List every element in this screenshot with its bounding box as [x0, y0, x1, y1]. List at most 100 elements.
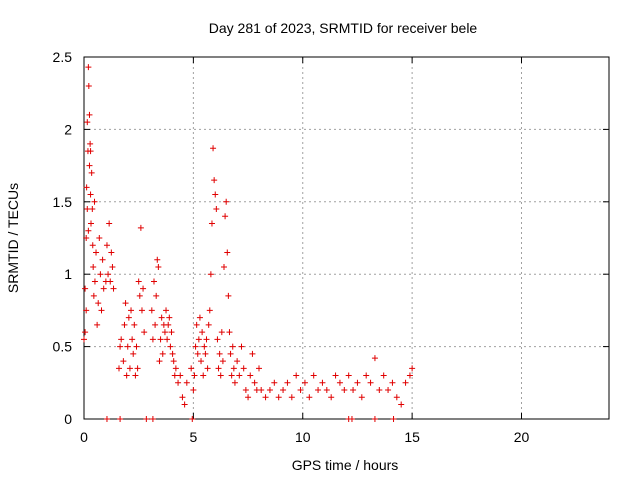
data-point	[165, 321, 172, 328]
x-tick-label: 5	[189, 429, 197, 445]
data-point	[195, 336, 202, 343]
data-point	[124, 343, 131, 350]
data-point	[223, 198, 230, 205]
data-point	[214, 336, 221, 343]
y-axis-ticks: 0 0.5 1 1.5 2 2.5	[53, 49, 609, 427]
data-point	[210, 145, 217, 152]
data-point	[108, 249, 115, 256]
data-point	[105, 271, 112, 278]
data-point	[336, 379, 343, 386]
data-point	[136, 292, 143, 299]
data-point	[234, 358, 241, 365]
data-point	[247, 372, 254, 379]
data-point	[170, 358, 177, 365]
data-point	[284, 379, 291, 386]
data-point	[87, 191, 94, 198]
data-point	[85, 64, 92, 71]
data-point	[236, 372, 243, 379]
data-point	[194, 350, 201, 357]
data-point	[189, 416, 196, 422]
data-point	[367, 379, 374, 386]
data-point	[133, 343, 140, 350]
data-point	[159, 350, 166, 357]
data-point	[107, 278, 114, 285]
data-point	[171, 372, 178, 379]
data-point	[216, 350, 223, 357]
data-point	[175, 379, 182, 386]
data-point	[130, 350, 137, 357]
data-point	[205, 321, 212, 328]
data-point	[96, 235, 103, 241]
data-point	[132, 372, 139, 379]
x-tick-label: 10	[295, 429, 311, 445]
data-point	[123, 372, 130, 379]
data-point	[135, 278, 142, 285]
data-point	[93, 249, 100, 256]
x-tick-label: 0	[80, 429, 88, 445]
data-point	[121, 321, 128, 328]
data-point	[275, 394, 282, 401]
data-point	[103, 242, 110, 249]
data-point	[371, 416, 378, 422]
data-point	[201, 343, 208, 350]
data-point	[172, 365, 179, 372]
data-point	[85, 82, 92, 89]
data-point	[402, 379, 409, 386]
data-point	[83, 235, 90, 241]
data-point	[89, 206, 96, 213]
data-point	[141, 329, 148, 336]
data-point	[200, 372, 207, 379]
data-point	[288, 394, 295, 401]
data-point	[389, 379, 396, 386]
x-axis-ticks: 0 5 10 15 20	[80, 57, 529, 445]
data-point	[97, 271, 104, 278]
data-point	[323, 387, 330, 394]
data-point	[83, 307, 90, 314]
data-point	[319, 379, 326, 386]
data-point	[280, 387, 287, 394]
data-point	[157, 336, 164, 343]
data-point	[95, 300, 102, 307]
data-point	[158, 314, 165, 321]
data-point	[385, 387, 392, 394]
data-point	[152, 321, 159, 328]
data-point	[91, 198, 98, 205]
data-point	[215, 365, 222, 372]
data-point	[84, 119, 91, 126]
data-point	[192, 343, 199, 350]
data-point	[88, 220, 94, 227]
data-point	[164, 336, 171, 343]
data-point	[225, 292, 232, 299]
data-point	[310, 372, 317, 379]
data-point	[168, 329, 175, 336]
data-point	[345, 372, 352, 379]
data-point	[86, 111, 93, 118]
data-point	[230, 365, 237, 372]
data-point	[398, 401, 405, 408]
data-point	[332, 372, 339, 379]
data-point	[206, 307, 213, 314]
data-point	[138, 307, 145, 314]
y-tick-label: 1	[64, 266, 72, 282]
data-point	[208, 220, 215, 227]
data-point	[354, 379, 361, 386]
data-point	[406, 372, 413, 379]
data-point	[393, 394, 400, 401]
y-tick-label: 1.5	[53, 194, 73, 210]
y-axis-label: SRMTID / TECUs	[5, 183, 21, 293]
data-point	[341, 387, 348, 394]
data-point	[202, 350, 209, 357]
data-point	[126, 365, 133, 372]
data-point	[91, 278, 98, 285]
data-point	[199, 329, 206, 336]
data-point	[256, 365, 262, 372]
data-point	[245, 394, 252, 401]
data-point	[228, 372, 235, 379]
data-point	[129, 336, 136, 343]
data-point	[266, 387, 273, 394]
data-point	[82, 329, 89, 336]
data-point	[183, 379, 190, 386]
data-point	[143, 416, 150, 422]
data-point	[149, 416, 156, 422]
